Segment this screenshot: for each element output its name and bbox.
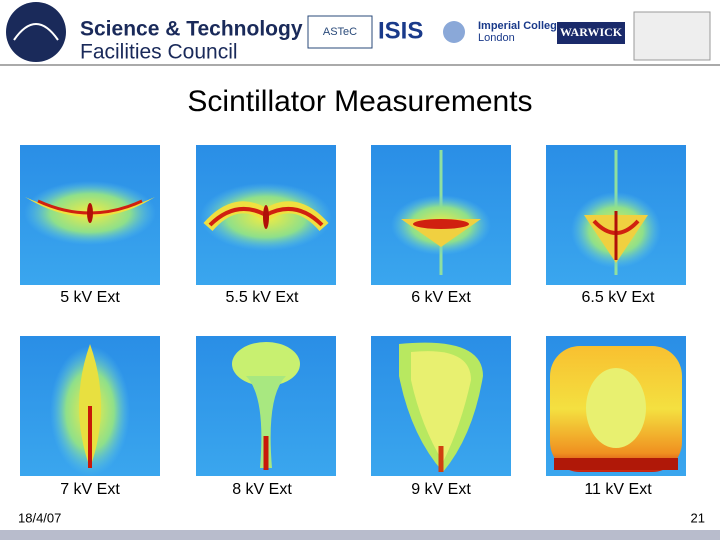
panel-caption: 6.5 kV Ext	[582, 289, 655, 306]
panel-caption: 8 kV Ext	[232, 481, 292, 498]
panel-caption: 9 kV Ext	[411, 481, 471, 498]
panel-caption: 5.5 kV Ext	[226, 289, 299, 306]
org-name: Facilities Council	[80, 41, 238, 64]
scintillator-image	[196, 145, 336, 285]
stfc-logo	[6, 2, 66, 62]
astec-logo	[307, 15, 373, 49]
footer-bar	[0, 530, 720, 540]
panel-caption: 5 kV Ext	[60, 289, 120, 306]
panel-caption: 7 kV Ext	[60, 481, 120, 498]
warwick-logo	[557, 22, 625, 44]
stfc-logo-arc	[13, 23, 59, 41]
scintillator-image	[371, 145, 511, 285]
org-name: Science & Technology	[80, 18, 303, 41]
panel-caption: 6 kV Ext	[411, 289, 471, 306]
footer-date: 18/4/07	[18, 510, 61, 525]
isis-mark	[443, 21, 465, 43]
panel-caption: 11 kV Ext	[584, 481, 652, 498]
logo-text: London	[478, 32, 515, 44]
logo-text: Imperial College	[478, 20, 563, 32]
scintillator-image	[20, 145, 160, 285]
header: Science & Technology Facilities Council …	[0, 0, 720, 66]
scintillator-image	[546, 145, 686, 285]
scintillator-image	[371, 336, 511, 476]
scintillator-image	[546, 336, 686, 476]
page-number: 21	[691, 510, 705, 525]
scintillator-image	[20, 336, 160, 476]
slide-title: Scintillator Measurements	[187, 85, 532, 118]
logo-text: WARWICK	[560, 25, 623, 39]
university-logo	[633, 11, 711, 61]
logo-text: ISIS	[378, 17, 423, 44]
logo-text: ASTeC	[323, 26, 357, 38]
scintillator-image	[196, 336, 336, 476]
